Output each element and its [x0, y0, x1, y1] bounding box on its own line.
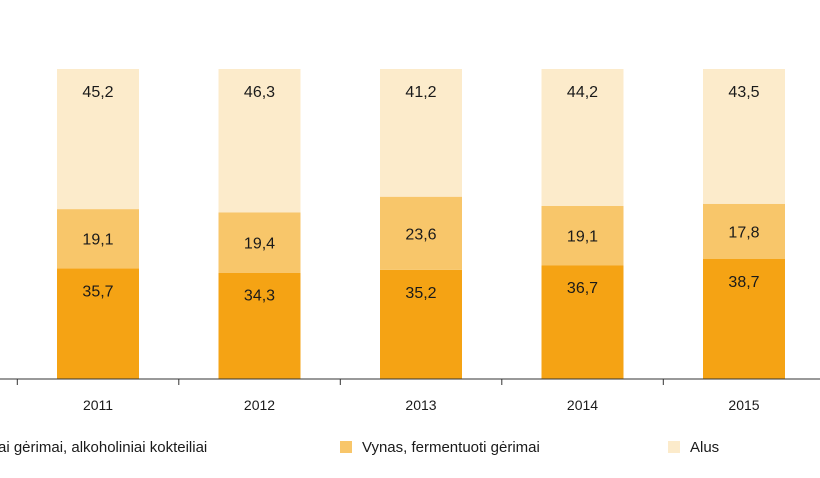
- bar-segment-2-2013: [380, 196, 462, 270]
- bar-segment-1-2012: [218, 272, 301, 379]
- bar-segment-3-2013: [380, 69, 462, 197]
- data-label-3-2015: 43,5: [728, 84, 759, 101]
- bar-segment-3-2012: [218, 69, 301, 213]
- x-tick-label-2013: 2013: [405, 397, 436, 413]
- data-label-1-2013: 35,2: [405, 285, 436, 302]
- bars-layer: [57, 69, 785, 379]
- legend-label-2: Vynas, fermentuoti gėrimai: [362, 439, 540, 456]
- data-label-1-2014: 36,7: [567, 280, 598, 297]
- data-label-3-2014: 44,2: [567, 84, 598, 101]
- bar-segment-3-2015: [703, 69, 785, 204]
- data-labels-layer: 35,7 19,1 45,2 34,3 19,4 46,3 35,2 23,6 41,2 36,7…: [82, 84, 759, 305]
- x-tick-label-2014: 2014: [567, 397, 598, 413]
- bar-segment-3-2011: [57, 69, 139, 210]
- legend-swatch-3: [668, 441, 680, 453]
- x-tick-label-2015: 2015: [728, 397, 759, 413]
- bar-segment-1-2011: [57, 268, 139, 379]
- data-label-3-2012: 46,3: [244, 84, 275, 101]
- data-label-1-2012: 34,3: [244, 288, 275, 305]
- data-label-1-2011: 35,7: [82, 283, 113, 300]
- bar-segment-1-2015: [703, 259, 785, 379]
- data-label-2-2015: 17,8: [728, 224, 759, 241]
- data-label-2-2014: 19,1: [567, 229, 598, 246]
- bar-segment-1-2014: [541, 265, 624, 379]
- data-label-2-2012: 19,4: [244, 236, 275, 253]
- legend-swatch-2: [340, 441, 352, 453]
- x-axis: 2011 2012 2013 2014 2015: [0, 378, 820, 413]
- x-tick-label-2011: 2011: [83, 397, 113, 413]
- data-label-2-2013: 23,6: [405, 226, 436, 243]
- data-label-3-2011: 45,2: [82, 84, 113, 101]
- bar-segment-2-2012: [218, 212, 301, 273]
- x-tick-label-2012: 2012: [244, 397, 275, 413]
- data-label-1-2015: 38,7: [728, 274, 759, 291]
- legend-label-3: Alus: [690, 439, 719, 456]
- legend-label-1: ai gėrimai, alkoholiniai kokteiliai: [0, 439, 207, 456]
- data-label-3-2013: 41,2: [405, 84, 436, 101]
- data-label-2-2011: 19,1: [82, 232, 113, 249]
- bar-segment-2-2015: [703, 203, 785, 259]
- bar-segment-2-2014: [541, 206, 624, 266]
- legend: ai gėrimai, alkoholiniai kokteiliai Vynas…: [0, 439, 719, 456]
- bar-segment-2-2011: [57, 209, 139, 269]
- bar-segment-3-2014: [541, 69, 624, 206]
- bar-segment-1-2013: [380, 269, 462, 379]
